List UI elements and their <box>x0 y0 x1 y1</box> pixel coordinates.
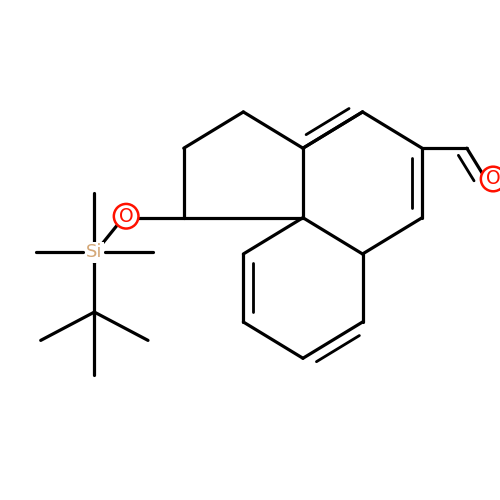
Text: Si: Si <box>86 244 102 262</box>
Text: O: O <box>486 170 500 188</box>
Text: O: O <box>119 206 134 226</box>
